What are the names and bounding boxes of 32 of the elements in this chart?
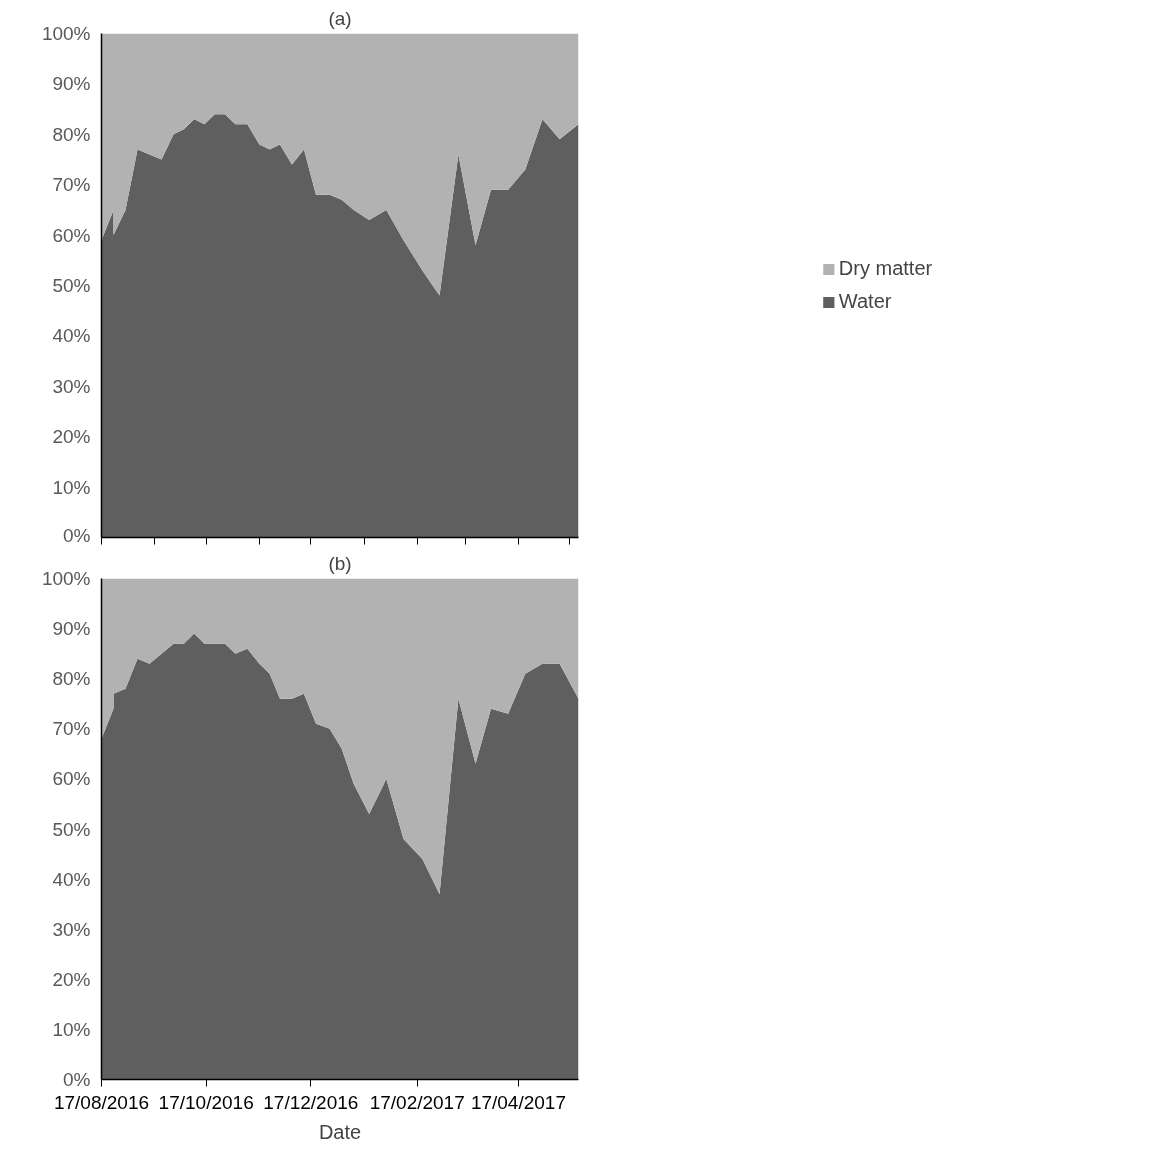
y-tick-label: 90% [52, 618, 91, 640]
x-axis-title: Date [318, 1120, 362, 1143]
x-tick-label: 17/02/2017 [369, 1091, 465, 1113]
y-tick-label: 30% [52, 375, 91, 397]
y-tick-label: 0% [63, 524, 91, 546]
y-tick-label: 10% [52, 1018, 91, 1040]
y-tick-label: 20% [52, 968, 91, 990]
y-tick-label: 100% [41, 23, 91, 44]
x-tick-label: 17/04/2017 [470, 1091, 566, 1113]
legend-label: Dry matter [838, 257, 933, 280]
y-tick-label: 40% [52, 868, 91, 890]
y-tick-label: 80% [52, 123, 91, 145]
chart-title: (b) [328, 552, 352, 574]
y-tick-label: 80% [52, 668, 91, 690]
y-tick-label: 70% [52, 718, 91, 740]
y-tick-label: 60% [52, 224, 91, 246]
y-tick-label: 10% [52, 476, 91, 498]
y-tick-label: 60% [52, 768, 91, 790]
y-tick-label: 70% [52, 174, 91, 196]
chart-title: (a) [328, 7, 352, 29]
x-tick-label: 17/10/2016 [158, 1091, 254, 1113]
y-tick-label: 20% [52, 426, 91, 448]
legend-label: Water [838, 290, 892, 313]
y-tick-label: 0% [63, 1069, 91, 1090]
y-tick-label: 50% [52, 818, 91, 840]
y-tick-label: 50% [52, 275, 91, 296]
y-tick-label: 30% [52, 918, 91, 940]
y-tick-label: 40% [52, 325, 91, 347]
y-tick-label: 100% [41, 568, 91, 589]
x-tick-label: 17/08/2016 [53, 1091, 150, 1113]
x-tick-label: 17/12/2016 [263, 1091, 359, 1113]
y-tick-label: 90% [52, 73, 91, 95]
